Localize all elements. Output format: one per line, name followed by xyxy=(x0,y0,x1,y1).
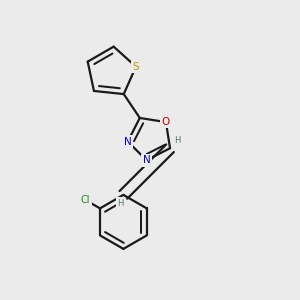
Text: H: H xyxy=(174,136,181,145)
Text: S: S xyxy=(133,62,139,72)
Text: Cl: Cl xyxy=(81,195,91,205)
Text: N: N xyxy=(124,136,132,146)
Text: O: O xyxy=(162,117,170,127)
Text: N: N xyxy=(142,155,150,165)
Text: H: H xyxy=(117,199,124,208)
